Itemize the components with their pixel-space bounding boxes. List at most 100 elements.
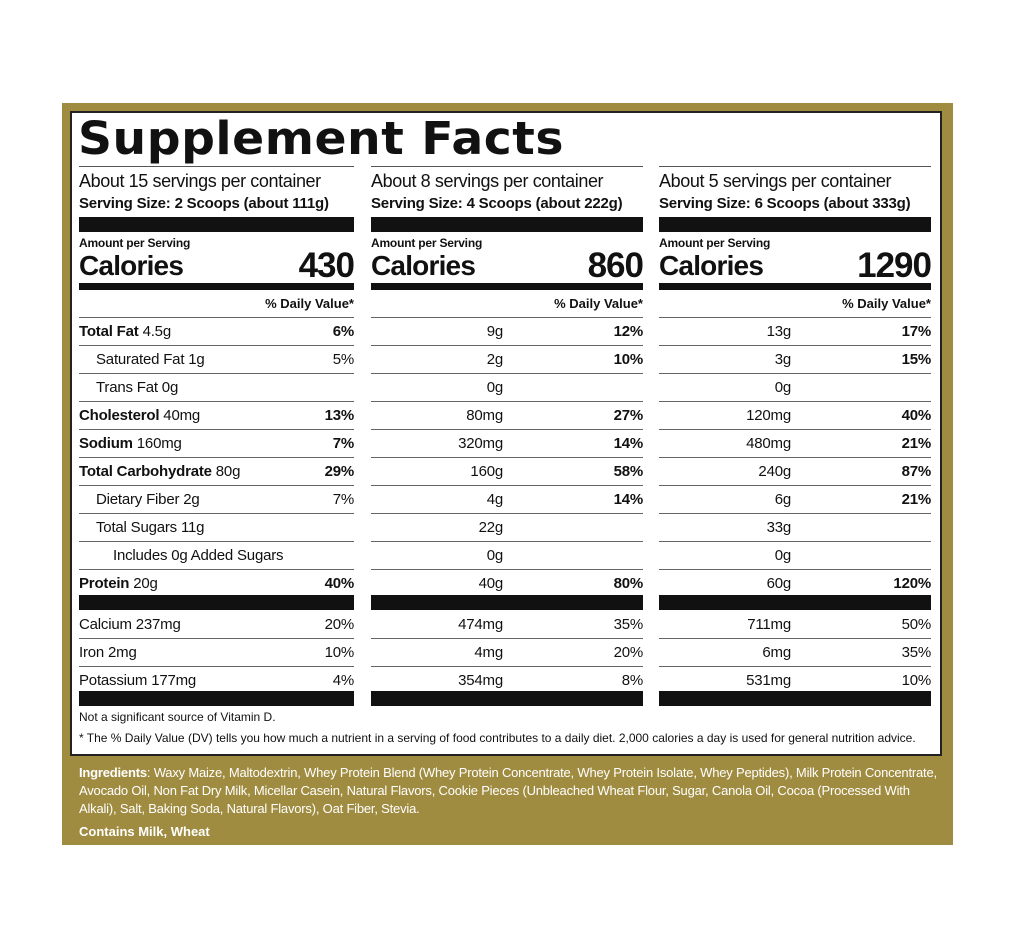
nutrient-row: 240g 87% [659,457,931,485]
nutrient-row: 33g [659,513,931,541]
nutrient-row: Sodium 160mg 7% [79,429,354,457]
nutrient-amount: 80mg [466,407,503,424]
row-divider [659,457,931,458]
nutrient-row: Trans Fat 0g [79,373,354,401]
nutrient-row: Total Carbohydrate 80g 29% [79,457,354,485]
row-divider [79,638,354,639]
serving-size: Serving Size: 6 Scoops (about 333g) [659,195,911,212]
row-divider [659,373,931,374]
nutrient-amount: 0g [486,379,504,396]
nutrient-row: 0g [371,541,643,569]
daily-value-percent: 87% [901,463,932,480]
daily-value-percent: 58% [613,463,644,480]
nutrient-row: 9g 12% [371,317,643,345]
row-divider [79,373,354,374]
mineral-daily-value: 50% [901,616,932,633]
mineral-daily-value: 35% [613,616,644,633]
nutrient-name: Dietary Fiber 2g [96,491,200,508]
divider-line [79,166,354,167]
thick-divider [79,217,354,232]
nutrient-row: 3g 15% [659,345,931,373]
mineral-amount: 711mg [747,616,791,633]
servings-per-container: About 15 servings per container [79,171,321,191]
nutrient-amount: 6g [774,491,792,508]
nutrient-amount: 2g [486,351,504,368]
nutrient-label: Cholesterol [79,407,160,424]
mineral-daily-value: 10% [324,644,355,661]
allergen-statement: Contains Milk, Wheat [79,824,210,839]
nutrient-name: Total Fat 4.5g [79,323,171,340]
nutrient-label: Sodium [79,435,133,452]
nutrient-amount: 40mg [163,407,201,424]
row-divider [659,401,931,402]
nutrient-row: 0g [371,373,643,401]
mineral-label: Potassium [79,672,148,689]
mineral-row: 6mg 35% [659,638,931,666]
thick-divider [659,217,931,232]
nutrient-row: 0g [659,373,931,401]
row-divider [371,638,643,639]
medium-divider [371,283,643,290]
nutrient-amount: 0g [774,547,792,564]
nutrient-amount: 0g [774,379,792,396]
thick-divider [659,691,931,706]
row-divider [79,345,354,346]
calories-value: 430 [298,246,355,285]
nutrient-amount: 80g [215,463,241,480]
nutrient-row: 320mg 14% [371,429,643,457]
daily-value-header: % Daily Value* [554,296,643,311]
mineral-row: 711mg 50% [659,610,931,638]
row-divider [659,345,931,346]
calories-value: 1290 [857,246,932,285]
calories-label: Calories [371,250,476,281]
nutrient-amount: 160mg [136,435,182,452]
nutrition-column: About 5 servings per container Serving Si… [659,166,932,706]
nutrient-amount: 60g [766,575,792,592]
mineral-name: Potassium 177mg [79,672,196,689]
nutrient-row: Cholesterol 40mg 13% [79,401,354,429]
row-divider [371,541,643,542]
vitamin-note: Not a significant source of Vitamin D. [79,710,276,724]
nutrient-amount: 9g [486,323,504,340]
daily-value-percent: 10% [613,351,644,368]
mineral-amount: 531mg [746,672,791,689]
nutrient-name: Saturated Fat 1g [96,351,205,368]
mineral-label: Calcium [79,616,132,633]
mineral-daily-value: 35% [901,644,932,661]
row-divider [659,569,931,570]
mineral-row: Potassium 177mg 4% [79,666,354,694]
row-divider [371,513,643,514]
calories-label: Calories [79,250,184,281]
row-divider [79,429,354,430]
nutrient-amount: 22g [478,519,504,536]
nutrient-row: 13g 17% [659,317,931,345]
nutrient-row: 2g 10% [371,345,643,373]
ingredients-label: Ingredients [79,765,147,780]
nutrient-name: Total Carbohydrate 80g [79,463,240,480]
nutrient-row: 160g 58% [371,457,643,485]
mineral-row: 354mg 8% [371,666,643,694]
row-divider [79,317,354,318]
mineral-row: 4mg 20% [371,638,643,666]
daily-value-percent: 80% [613,575,644,592]
nutrient-label: Total Sugars [96,519,177,536]
nutrient-amount: 120mg [746,407,791,424]
row-divider [79,541,354,542]
daily-value-percent: 40% [901,407,932,424]
daily-value-percent: 29% [324,463,355,480]
daily-value-percent: 5% [332,351,354,368]
calories-value: 860 [587,246,644,285]
servings-per-container: About 8 servings per container [371,171,604,191]
mineral-amount: 2mg [108,644,137,661]
nutrient-name: Protein 20g [79,575,158,592]
nutrient-row: 40g 80% [371,569,643,597]
nutrient-amount: 4g [486,491,504,508]
thick-divider [79,595,354,610]
nutrient-row: Protein 20g 40% [79,569,354,597]
row-divider [659,666,931,667]
row-divider [659,485,931,486]
row-divider [79,401,354,402]
mineral-daily-value: 10% [901,672,932,689]
mineral-name: Calcium 237mg [79,616,181,633]
nutrient-row: 4g 14% [371,485,643,513]
